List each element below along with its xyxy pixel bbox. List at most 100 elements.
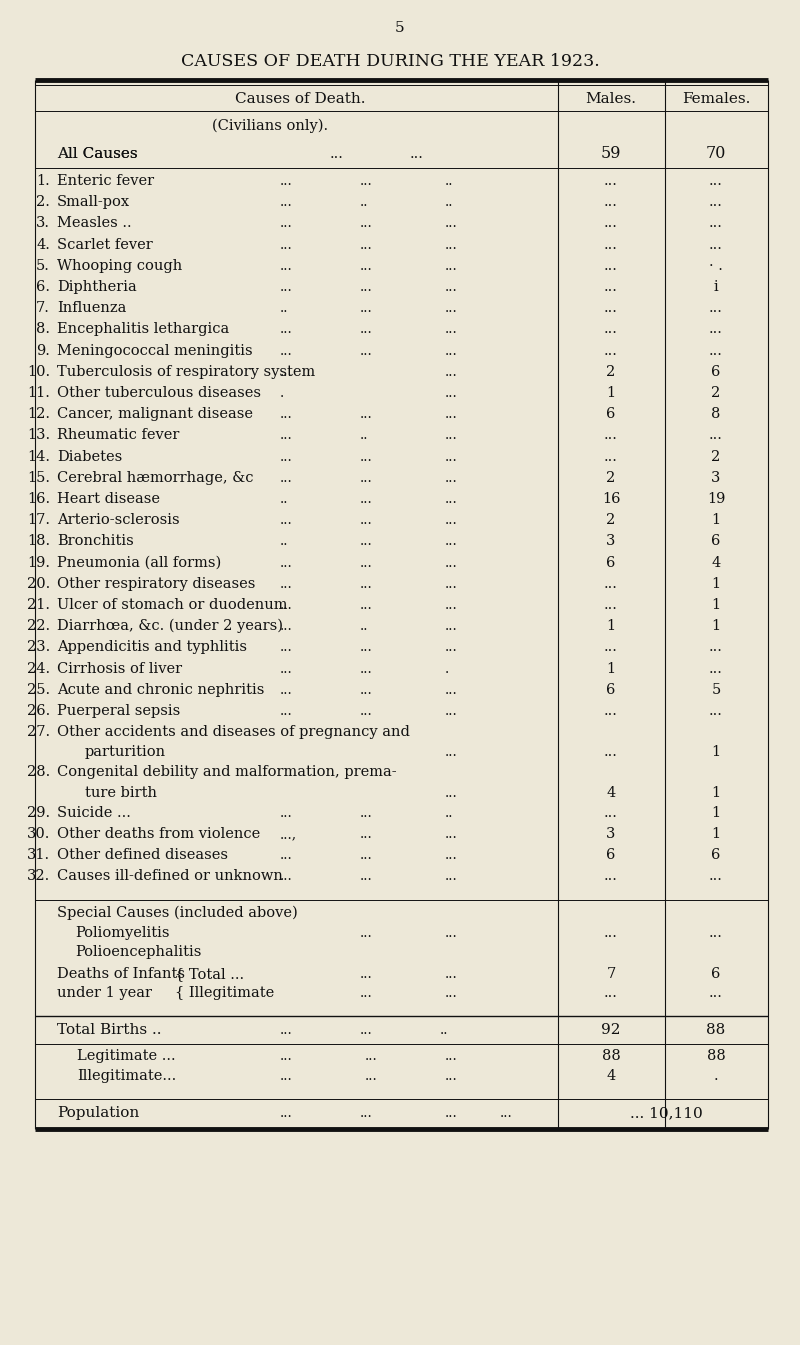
Text: ...: ... [604,343,618,358]
Text: ...: ... [604,703,618,718]
Text: 4: 4 [606,1068,616,1083]
Text: ...: ... [445,555,458,569]
Text: 30.: 30. [26,827,50,841]
Text: Causes ill-defined or unknown: Causes ill-defined or unknown [57,869,283,884]
Text: 1: 1 [711,619,721,633]
Text: ...: ... [445,492,458,506]
Text: ...: ... [360,217,373,230]
Text: ...: ... [445,514,458,527]
Text: ...: ... [604,217,618,230]
Text: 25.: 25. [27,683,50,697]
Text: ...: ... [360,683,373,697]
Text: ...: ... [445,408,458,421]
Text: ...: ... [280,1049,293,1064]
Text: i: i [714,280,718,295]
Text: ..: .. [280,301,289,315]
Text: Diarrhœa, &c. (under 2 years): Diarrhœa, &c. (under 2 years) [57,619,283,633]
Text: ...: ... [709,195,723,210]
Text: 12.: 12. [27,408,50,421]
Text: 88: 88 [602,1049,620,1064]
Text: 6: 6 [606,849,616,862]
Text: ...: ... [604,195,618,210]
Text: ...: ... [280,471,293,484]
Text: Legitimate ...: Legitimate ... [77,1049,176,1064]
Text: ...: ... [445,745,458,760]
Text: ...: ... [604,449,618,464]
Text: Arterio-sclerosis: Arterio-sclerosis [57,514,180,527]
Text: Females.: Females. [682,91,750,106]
Text: ...: ... [365,1068,378,1083]
Text: 28.: 28. [26,765,50,780]
Text: ..: .. [360,429,369,443]
Text: Other defined diseases: Other defined diseases [57,849,228,862]
Text: ...: ... [360,514,373,527]
Text: Causes of Death.: Causes of Death. [234,91,366,106]
Text: ...: ... [445,449,458,464]
Text: 2.: 2. [36,195,50,210]
Text: ...: ... [709,869,723,884]
Text: ...: ... [445,925,458,940]
Text: ...: ... [280,555,293,569]
Text: ...: ... [445,429,458,443]
Text: ...: ... [280,683,293,697]
Text: ...: ... [445,869,458,884]
Text: A: A [57,147,68,161]
Text: ...: ... [604,925,618,940]
Text: ...: ... [410,147,424,161]
Text: 15.: 15. [27,471,50,484]
Text: ...: ... [445,471,458,484]
Text: ...: ... [709,703,723,718]
Text: ..: .. [280,534,289,549]
Text: 6.: 6. [36,280,50,295]
Text: ...: ... [280,364,293,379]
Text: Appendicitis and typhlitis: Appendicitis and typhlitis [57,640,247,655]
Text: parturition: parturition [85,745,166,760]
Text: ...: ... [604,745,618,760]
Text: ...: ... [360,449,373,464]
Text: ...: ... [280,280,293,295]
Text: ...: ... [445,238,458,252]
Text: ...: ... [365,1049,378,1064]
Text: ...: ... [500,1106,513,1120]
Text: 4: 4 [711,555,721,569]
Text: 23.: 23. [26,640,50,655]
Text: ...: ... [280,599,293,612]
Text: ...: ... [709,238,723,252]
Text: ...: ... [280,577,293,590]
Text: Total Births ..: Total Births .. [57,1024,162,1037]
Text: 11.: 11. [27,386,50,399]
Text: Other deaths from violence: Other deaths from violence [57,827,260,841]
Text: Pneumonia (all forms): Pneumonia (all forms) [57,555,222,569]
Text: ...: ... [445,1068,458,1083]
Text: 1: 1 [711,599,721,612]
Text: 88: 88 [706,1049,726,1064]
Text: ...: ... [709,640,723,655]
Text: 18.: 18. [27,534,50,549]
Text: 2: 2 [606,364,616,379]
Text: .: . [280,386,284,399]
Text: ..: .. [445,806,454,819]
Text: ...: ... [445,386,458,399]
Text: ...: ... [360,1024,373,1037]
Text: ture birth: ture birth [85,785,157,800]
Text: All Causes: All Causes [57,147,138,161]
Text: Deaths of Infants: Deaths of Infants [57,967,185,981]
Text: ...: ... [360,662,373,675]
Text: ...: ... [280,1106,293,1120]
Text: Rheumatic fever: Rheumatic fever [57,429,179,443]
Text: Males.: Males. [586,91,637,106]
Text: ... 10,110: ... 10,110 [630,1106,702,1120]
Text: ...: ... [360,577,373,590]
Text: ...: ... [360,323,373,336]
Text: ...: ... [709,217,723,230]
Text: 7.: 7. [36,301,50,315]
Text: ...: ... [445,217,458,230]
Text: 20.: 20. [26,577,50,590]
Text: ...: ... [360,301,373,315]
Text: 1: 1 [606,619,615,633]
Text: All Causes: All Causes [57,147,138,161]
Text: ...: ... [280,258,293,273]
Text: ...: ... [280,869,293,884]
Text: 8: 8 [711,408,721,421]
Text: ...: ... [604,301,618,315]
